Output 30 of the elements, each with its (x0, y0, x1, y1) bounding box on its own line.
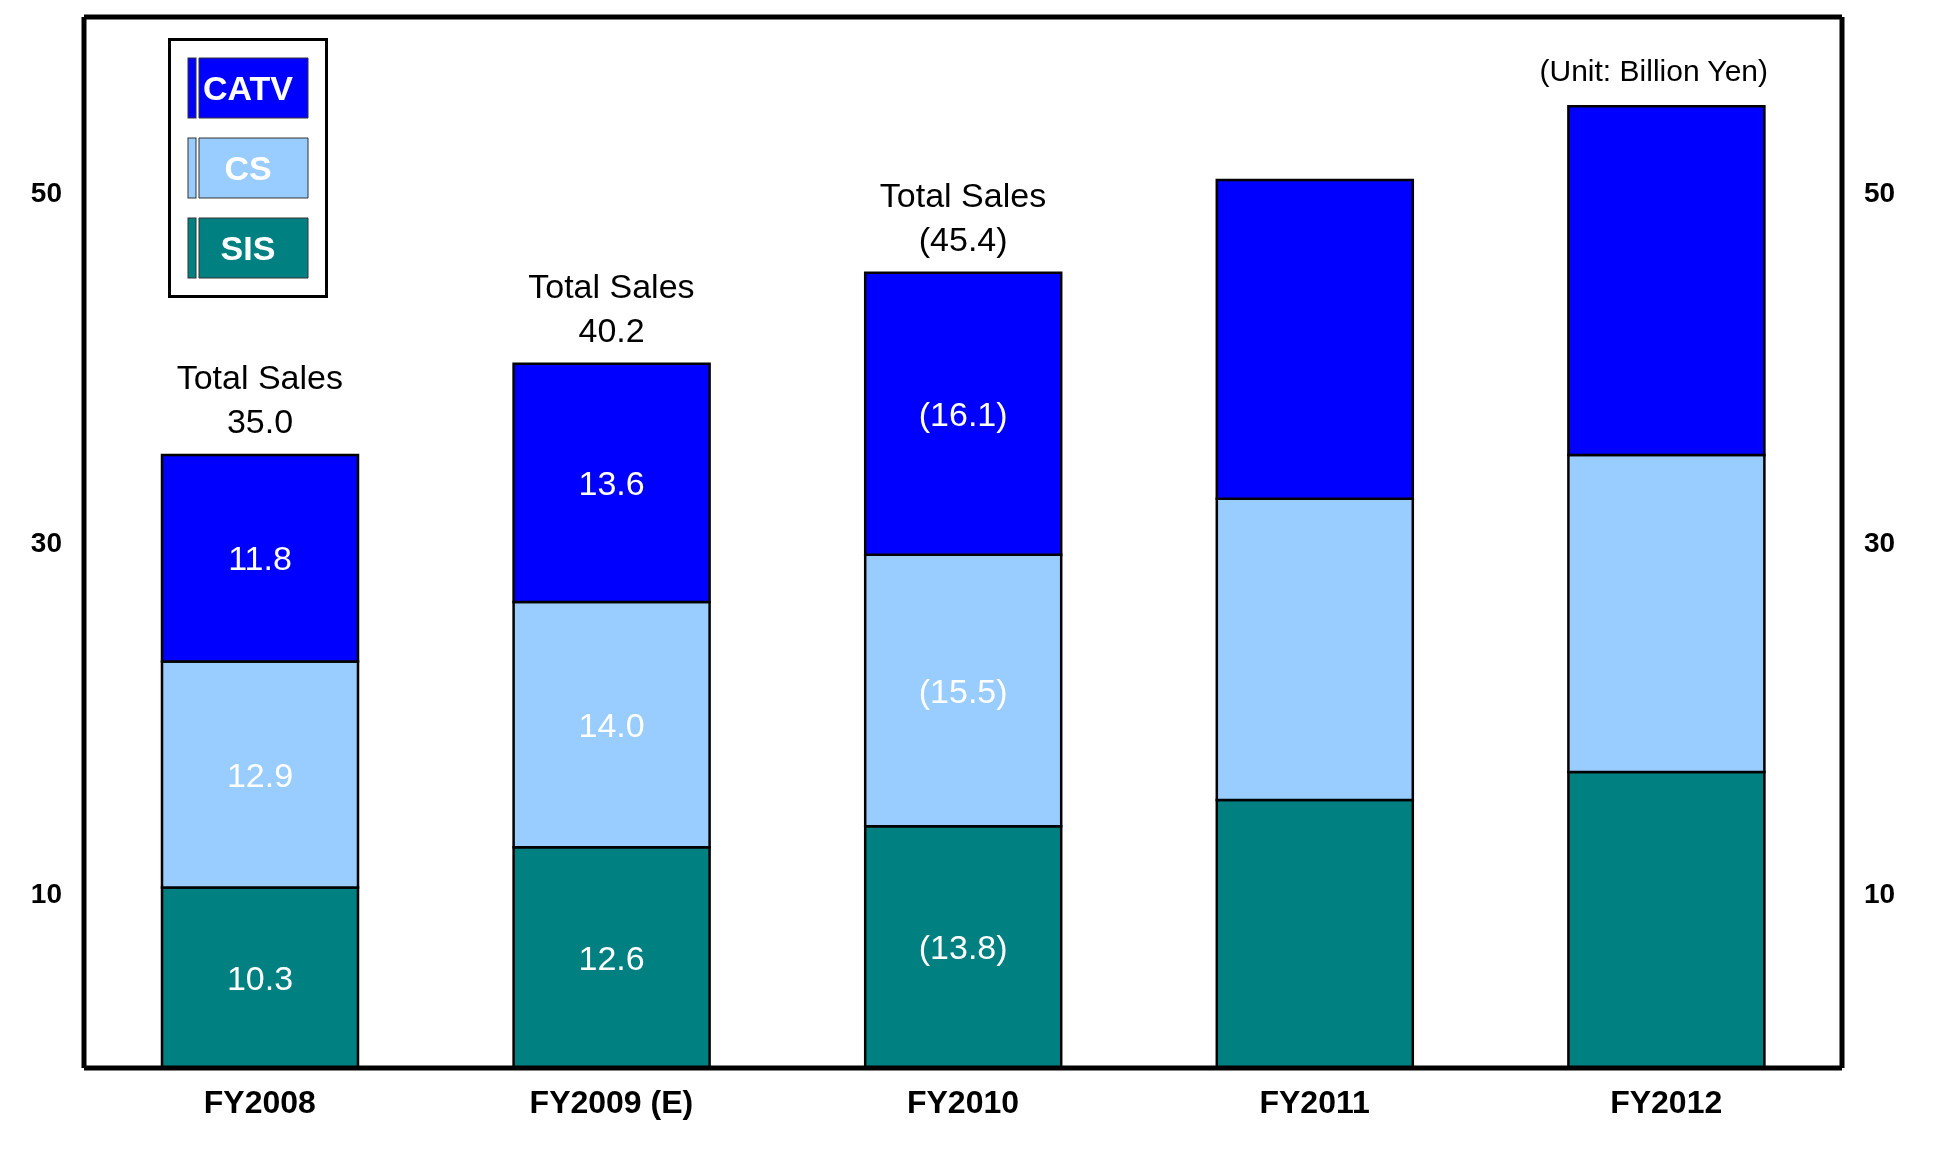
data-label: (15.5) (918, 671, 1008, 710)
data-label: 14.0 (578, 705, 645, 744)
annotation: Total Sales (528, 266, 695, 305)
x-tick-label: FY2008 (203, 1083, 316, 1120)
data-label: 12.6 (578, 938, 645, 977)
annotation: Total Sales (879, 175, 1047, 214)
x-tick-label: FY2009 (E) (529, 1083, 694, 1120)
annotation: Total Sales (176, 357, 343, 396)
legend-label: CS (224, 149, 272, 187)
legend-label: CATV (202, 69, 294, 107)
y-tick-label: 50 (30, 177, 62, 209)
legend-label: SIS (220, 229, 276, 267)
total-label: 35.0 (226, 401, 294, 440)
data-label: 11.8 (228, 539, 292, 578)
data-label: 10.3 (226, 958, 294, 997)
y2-tick-label: 30 (1864, 527, 1896, 559)
total-label: 40.2 (578, 310, 645, 349)
total-label: (45.4) (918, 219, 1008, 258)
data-label: 13.6 (578, 463, 645, 502)
y-tick-label: 30 (30, 527, 62, 559)
x-tick-label: FY2012 (1610, 1083, 1723, 1120)
y-tick-label: 10 (30, 877, 62, 909)
x-tick-label: FY2010 (906, 1083, 1020, 1120)
annotation: (Unit: Billion Yen) (1539, 54, 1768, 88)
data-label: 12.9 (226, 755, 294, 794)
x-tick-label: FY2011 (1259, 1083, 1370, 1120)
data-label: (13.8) (918, 928, 1008, 967)
y2-tick-label: 10 (1864, 877, 1896, 909)
y2-tick-label: 50 (1864, 177, 1896, 209)
data-label: (16.1) (918, 394, 1008, 433)
